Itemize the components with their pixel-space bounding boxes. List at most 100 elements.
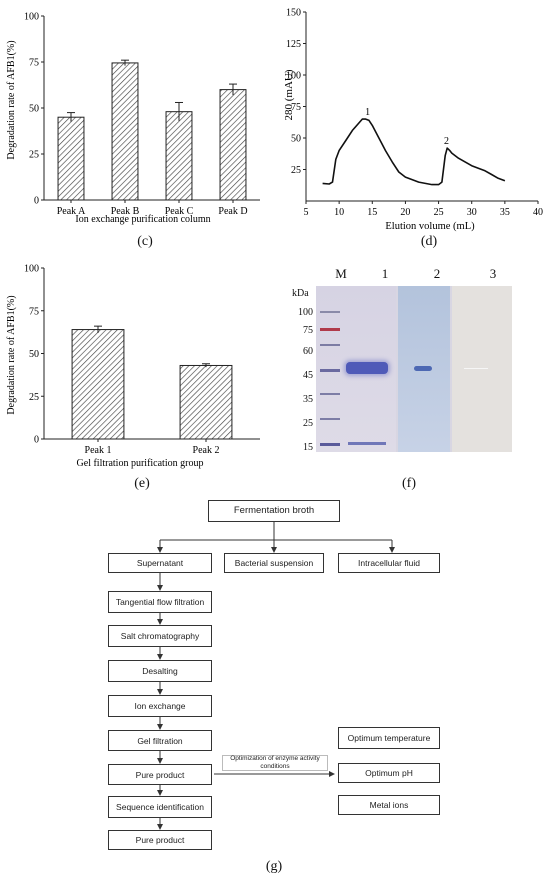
panel-d: 280 (mAU) Elution volume (mL) 25 50 75 100 1…: [270, 0, 550, 255]
y-tick-label: 75: [29, 306, 39, 317]
lane-label: 1: [381, 266, 389, 281]
gel-lane-3: [452, 286, 512, 452]
marker-band: [320, 311, 340, 313]
bar: [57, 116, 85, 201]
flow-box-gel-filtration: Gel filtration: [108, 730, 212, 751]
lane-1-band: [346, 362, 388, 374]
panel-label-g: (g): [265, 859, 283, 874]
marker-band: [320, 328, 340, 331]
flow-box-intracellular-fluid: Intracellular fluid: [338, 553, 440, 573]
y-axis-label: Degradation rate of AFB1(%): [6, 40, 17, 159]
x-tick-label: 5: [304, 207, 309, 218]
x-tick-label: 40: [533, 207, 543, 218]
x-tick-label: 35: [500, 207, 510, 218]
elution-curve: [322, 118, 506, 186]
bar: [71, 329, 125, 440]
y-tick-label: 25: [29, 392, 39, 403]
y-tick-label: 0: [34, 435, 39, 446]
panel-c: Degradation rate of AFB1(%) Ion exchange…: [0, 0, 270, 255]
marker-label: 45: [303, 370, 313, 381]
y-tick-label: 100: [24, 12, 39, 23]
flow-label-optimization: Optimization of enzyme activity conditio…: [222, 755, 328, 771]
peak-annotation: 2: [444, 136, 449, 147]
y-tick-label: 75: [291, 102, 301, 113]
y-axis-label: Degradation rate of AFB1(%): [6, 295, 17, 414]
bar: [111, 62, 139, 201]
bar-chart-e: Degradation rate of AFB1(%) Gel filtrati…: [6, 264, 260, 469]
y-tick-label: 0: [34, 196, 39, 207]
bar: [219, 89, 247, 201]
flow-box-optimum-ph: Optimum pH: [338, 763, 440, 783]
x-axis-label: Gel filtration purification group: [77, 458, 204, 469]
lane-2-band: [414, 366, 432, 371]
kda-label: kDa: [292, 288, 309, 299]
panel-f: M 1 2 3 kDa 100 75 60 45 35 25 15 (f): [280, 262, 550, 497]
x-tick-label: Peak 1: [85, 445, 112, 456]
flow-box-tangential-flow: Tangential flow filtration: [108, 591, 212, 613]
x-axis-label: Elution volume (mL): [385, 221, 475, 232]
marker-label: 15: [303, 442, 313, 453]
y-tick-label: 75: [29, 58, 39, 69]
y-tick-label: 150: [286, 8, 301, 19]
bar: [179, 364, 233, 440]
x-tick-label: 25: [434, 207, 444, 218]
panel-label-e: (e): [134, 476, 150, 491]
marker-label: 35: [303, 394, 313, 405]
y-tick-label: 100: [24, 264, 39, 275]
panel-e: Degradation rate of AFB1(%) Gel filtrati…: [0, 260, 270, 495]
flow-box-pure-product: Pure product: [108, 764, 212, 785]
y-axis-label: 280 (mAU): [283, 69, 295, 120]
x-tick-label: 20: [400, 207, 410, 218]
marker-band: [320, 418, 340, 420]
peak-annotation: 1: [365, 107, 370, 118]
line-chart-d: 280 (mAU) Elution volume (mL) 2550751001…: [283, 8, 543, 233]
x-tick-label: 10: [334, 207, 344, 218]
bar: [165, 111, 193, 201]
flow-box-salt-chromatography: Salt chromatography: [108, 625, 212, 647]
flow-box-metal-ions: Metal ions: [338, 795, 440, 815]
marker-band: [320, 344, 340, 346]
flow-box-desalting: Desalting: [108, 660, 212, 682]
x-tick-label: 30: [467, 207, 477, 218]
flow-box-optimum-temperature: Optimum temperature: [338, 727, 440, 749]
panel-label-d: (d): [420, 234, 438, 249]
flow-box-fermentation-broth: Fermentation broth: [208, 500, 340, 522]
flow-box-bacterial-suspension: Bacterial suspension: [224, 553, 324, 573]
x-tick-label: 15: [367, 207, 377, 218]
lane-label: 3: [489, 266, 497, 281]
x-tick-label: Peak C: [165, 206, 194, 217]
y-tick-label: 50: [291, 134, 301, 145]
marker-label: 25: [303, 418, 313, 429]
x-axis-label: Ion exchange purification column: [75, 214, 210, 225]
flow-box-pure-product-final: Pure product: [108, 830, 212, 850]
marker-label: 100: [298, 307, 313, 318]
lane-label: M: [335, 266, 347, 281]
y-tick-label: 25: [291, 165, 301, 176]
marker-band: [320, 369, 340, 372]
marker-band: [320, 393, 340, 395]
lane-label: 2: [433, 266, 441, 281]
gel-image: [316, 286, 512, 452]
y-tick-label: 125: [286, 39, 301, 50]
lane-3-band: [464, 368, 488, 369]
panel-label-c: (c): [137, 234, 153, 249]
panel-g: Fermentation broth Supernatant Bacterial…: [0, 495, 550, 883]
marker-label: 60: [303, 346, 313, 357]
y-tick-label: 50: [29, 349, 39, 360]
x-tick-label: Peak D: [218, 206, 247, 217]
y-tick-label: 25: [29, 150, 39, 161]
flow-box-supernatant: Supernatant: [108, 553, 212, 573]
marker-band: [320, 443, 340, 446]
x-tick-label: Peak A: [57, 206, 86, 217]
panel-label-f: (f): [402, 476, 416, 491]
flow-box-ion-exchange: Ion exchange: [108, 695, 212, 717]
bar-chart-c: Degradation rate of AFB1(%) Ion exchange…: [6, 12, 260, 225]
lane-1-band-low: [348, 442, 386, 445]
x-tick-label: Peak B: [111, 206, 140, 217]
y-tick-label: 50: [29, 104, 39, 115]
flowchart-connectors: [157, 521, 395, 830]
marker-label: 75: [303, 325, 313, 336]
y-tick-label: 100: [286, 71, 301, 82]
flow-box-sequence-identification: Sequence identification: [108, 796, 212, 818]
x-tick-label: Peak 2: [193, 445, 220, 456]
